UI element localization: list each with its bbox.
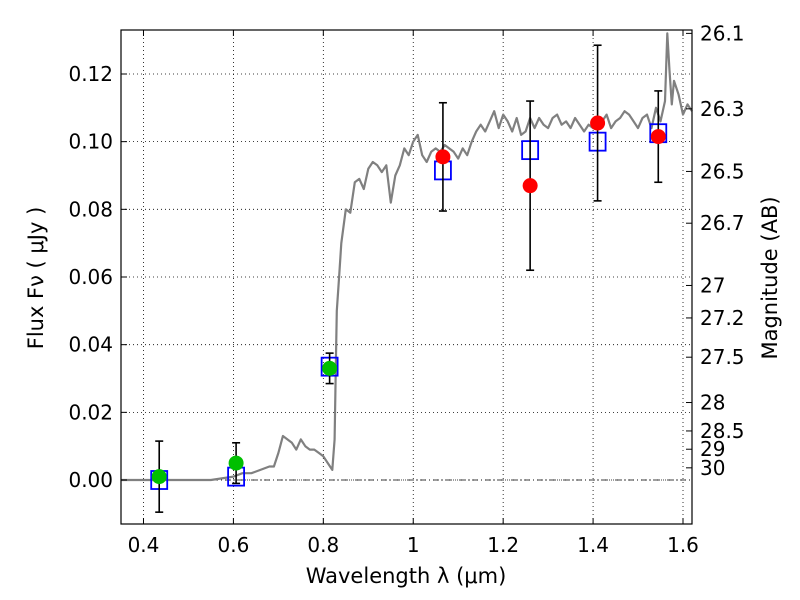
observed-point	[435, 149, 451, 165]
observed-point	[590, 115, 606, 131]
observed-point	[650, 129, 666, 145]
y2-tick-label: 28	[700, 391, 725, 415]
y2-tick-label: 26.5	[700, 159, 745, 183]
observed-point	[322, 360, 338, 376]
x-tick-label: 0.8	[307, 533, 339, 557]
x-axis-label: Wavelength λ (μm)	[306, 564, 507, 588]
x-tick-label: 1.2	[487, 533, 519, 557]
y2-tick-label: 30	[700, 456, 725, 480]
y2-tick-label: 26.7	[700, 211, 745, 235]
y2-tick-label: 26.1	[700, 21, 745, 45]
y-axis-ticks: 0.00 0.02 0.04 0.06 0.08 0.10 0.12	[68, 62, 127, 492]
x-tick-label: 1.6	[667, 533, 699, 557]
y2-tick-label: 28.5	[700, 419, 745, 443]
y-tick-label: 0.08	[68, 197, 113, 221]
data-layer	[121, 32, 693, 513]
y-tick-label: 0.10	[68, 130, 113, 154]
y2-tick-label: 27	[700, 273, 725, 297]
y-tick-label: 0.02	[68, 400, 113, 424]
y-tick-label: 0.00	[68, 468, 113, 492]
y-tick-label: 0.04	[68, 333, 113, 357]
y2-tick-label: 26.3	[700, 97, 745, 121]
y2-tick-label: 27.2	[700, 306, 745, 330]
y2-axis-label: Magnitude (AB)	[758, 196, 782, 359]
y-axis-label: Flux Fν ( μJy )	[24, 207, 48, 350]
x-tick-label: 1	[407, 533, 420, 557]
observed-point	[228, 455, 244, 471]
y2-tick-label: 27.5	[700, 345, 745, 369]
x-tick-label: 0.4	[128, 533, 160, 557]
x-tick-label: 0.6	[217, 533, 249, 557]
y-tick-label: 0.06	[68, 265, 113, 289]
observed-point	[522, 178, 538, 194]
x-axis-ticks: 0.4 0.6 0.8 1 1.2 1.4 1.6	[128, 30, 699, 557]
y-tick-label: 0.12	[68, 62, 113, 86]
sed-model-line	[121, 32, 693, 482]
y2-tick-label: 29	[700, 437, 725, 461]
x-tick-label: 1.4	[577, 533, 609, 557]
observed-point	[151, 469, 167, 485]
